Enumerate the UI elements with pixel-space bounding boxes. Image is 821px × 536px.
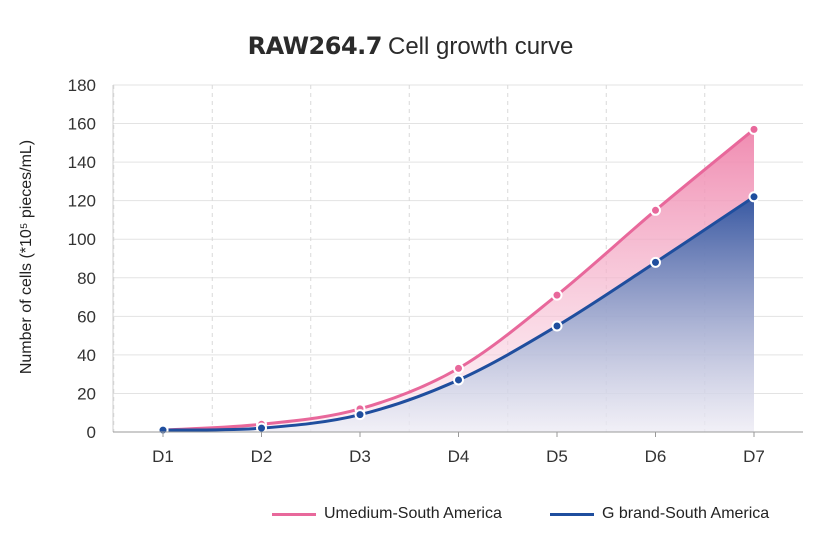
x-tick-label: D4 [448, 447, 470, 466]
y-tick-label: 160 [68, 115, 96, 134]
y-axis-label: Number of cells (*10⁵ pieces/mL) [18, 140, 35, 374]
legend-item-gbrand: G brand-South America [550, 503, 769, 525]
chart-title-bold: RAW264.7 [247, 32, 383, 60]
x-tick-label: D3 [349, 447, 371, 466]
y-tick-label: 40 [77, 346, 96, 365]
x-tick-label: D1 [152, 447, 174, 466]
legend-label-umedium: Umedium-South America [324, 505, 502, 522]
axes: 0 20 40 60 80 100 120 140 160 180 D1 D2 D3 D4 D5 D6 D7 [68, 76, 803, 466]
chart-title: RAW264.7 Cell growth curve [0, 32, 821, 61]
point-gbrand [354, 409, 366, 421]
x-tick-label: D5 [546, 447, 568, 466]
x-tick-label: D6 [645, 447, 667, 466]
y-tick-label: 60 [77, 307, 96, 326]
legend-swatch-umedium [272, 512, 316, 516]
point-gbrand [453, 374, 464, 386]
y-tick-label: 100 [68, 230, 96, 249]
legend-label-gbrand: G brand-South America [602, 505, 770, 522]
legend-item-umedium: Umedium-South America [272, 503, 502, 525]
legend-swatch-gbrand [550, 512, 594, 516]
y-tick-label: 140 [68, 153, 96, 172]
y-tick-label: 180 [68, 76, 96, 95]
y-tick-label: 0 [87, 423, 96, 442]
x-tick-label: D7 [743, 447, 765, 466]
point-gbrand [551, 320, 563, 332]
point-umedium [453, 362, 464, 374]
point-gbrand [256, 422, 267, 434]
areas [163, 129, 754, 433]
y-tick-label: 80 [77, 269, 96, 288]
point-umedium [650, 204, 661, 216]
point-gbrand [650, 256, 661, 268]
chart-title-rest: Cell growth curve [387, 33, 574, 60]
y-tick-label: 20 [77, 384, 96, 403]
point-gbrand [748, 191, 760, 203]
point-umedium [551, 289, 563, 301]
x-tick-label: D2 [251, 447, 273, 466]
area-gbrand [163, 196, 754, 432]
point-umedium [748, 123, 760, 135]
y-tick-label: 120 [68, 192, 96, 211]
